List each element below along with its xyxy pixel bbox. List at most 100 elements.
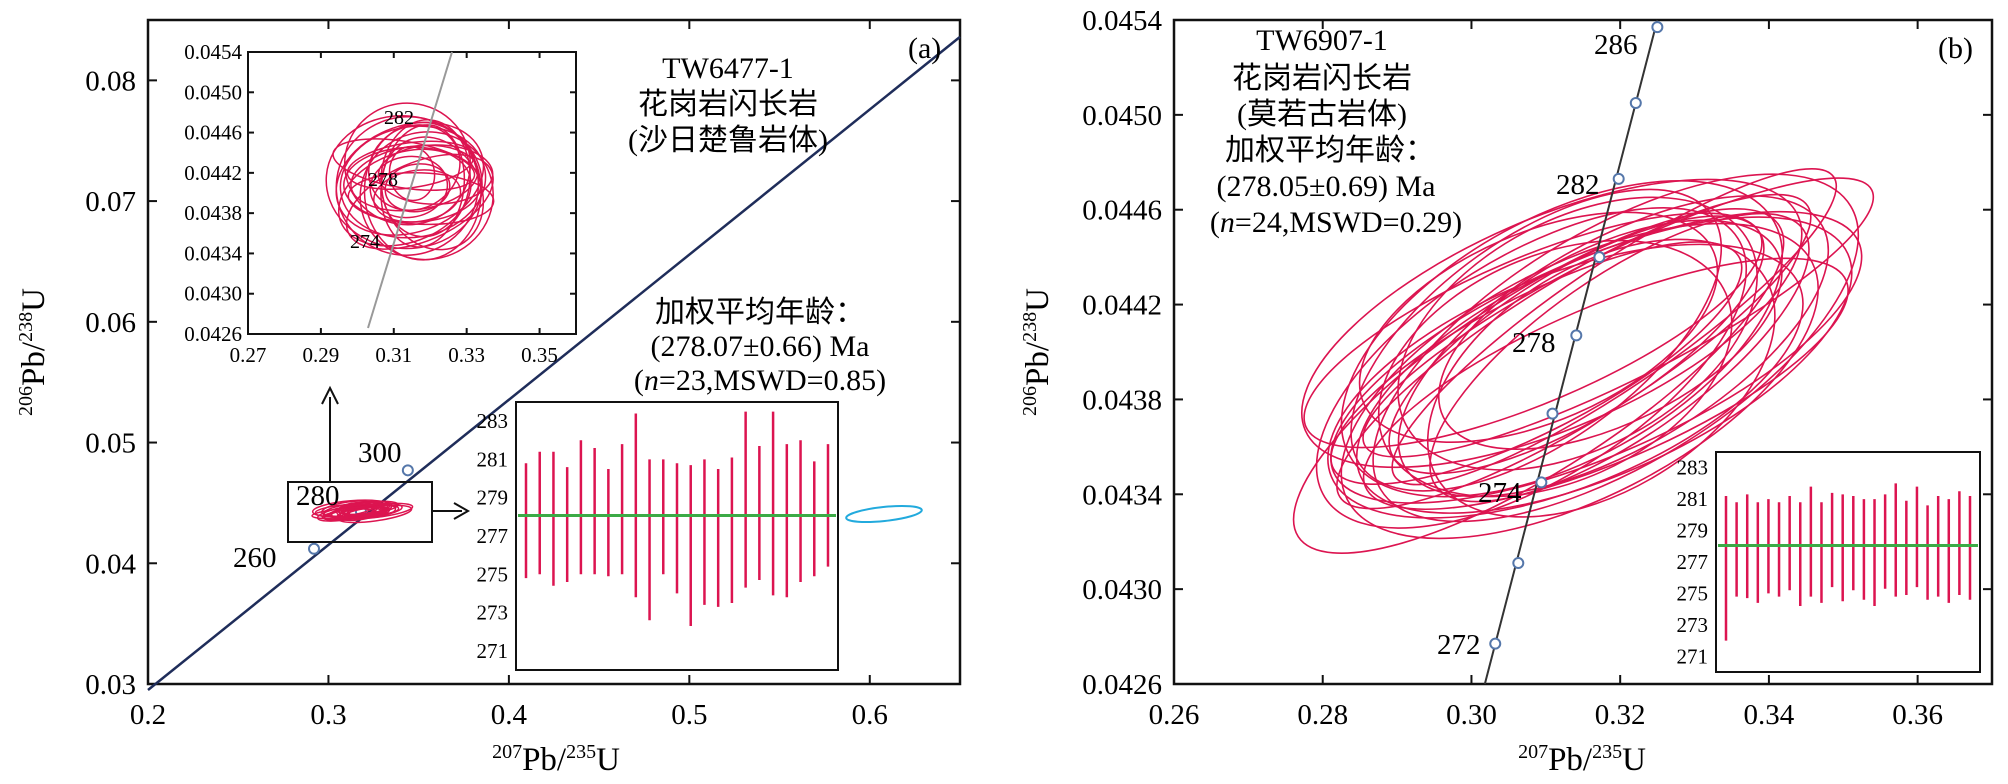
y-tick-label: 0.0430 [184, 282, 242, 306]
y-tick-label: 0.0446 [184, 121, 242, 145]
data-ellipse [1336, 193, 1812, 510]
panel-b-ellipses [1292, 167, 1875, 554]
data-ellipse [1355, 216, 1853, 514]
data-ellipse [1330, 241, 1743, 485]
panel-b-label-278: 278 [1512, 327, 1556, 359]
concordia-node [1629, 97, 1642, 109]
data-ellipse [388, 145, 436, 202]
y-tick-label: 0.0442 [184, 161, 242, 185]
x-tick-label: 0.28 [1297, 699, 1348, 731]
panel-a-arrow-right-head [453, 502, 471, 520]
panel-a: 0.2 0.3 0.4 0.5 0.60.030.040.050.060.070.08 … [15, 18, 962, 778]
data-ellipse [1340, 222, 1819, 540]
panel-b-ylabel: 206Pb/238U [1019, 288, 1056, 416]
panel-a-age-stats: (n=23,MSWD=0.85) [634, 364, 886, 397]
data-ellipse [335, 115, 480, 256]
concordia-node [1535, 476, 1548, 489]
y-tick-label: 281 [1677, 487, 1709, 511]
inset-concordia-line [367, 51, 453, 329]
data-ellipse [1300, 178, 1803, 469]
concordia-node [401, 464, 414, 477]
data-ellipse [347, 171, 495, 226]
y-tick-label: 275 [477, 562, 509, 586]
data-ellipse [1391, 167, 1838, 486]
x-tick-label: 0.32 [1595, 699, 1646, 731]
data-ellipse [1340, 180, 1784, 498]
x-tick-label: 0.30 [1446, 699, 1497, 731]
concordia-node [1512, 557, 1525, 570]
panel-a-tag: (a) [908, 32, 941, 65]
panel-b-inset-ages: 271 273 275 277 279 281 283 [1677, 451, 1981, 673]
concordia-node [1570, 329, 1583, 342]
panel-b-concordia-line [1483, 19, 1659, 685]
panel-a-pluton: (沙日楚鲁岩体) [628, 124, 828, 157]
concordia-node [1489, 637, 1502, 650]
y-tick-label: 271 [1677, 644, 1709, 668]
y-tick-label: 0.05 [85, 428, 136, 460]
x-tick-label: 0.3 [310, 699, 346, 731]
data-ellipse [369, 155, 449, 219]
y-tick-label: 0.04 [85, 548, 136, 580]
inset-label-278: 278 [368, 169, 398, 191]
data-ellipse [1377, 239, 1733, 498]
y-tick-label: 0.0446 [1082, 195, 1162, 227]
panel-b-label-274: 274 [1478, 477, 1522, 509]
inset-ages-bars [524, 411, 830, 626]
inset-ages-frame [1715, 451, 1981, 673]
data-ellipse [1437, 219, 1783, 450]
y-tick-label: 0.03 [85, 669, 136, 701]
y-tick-label: 279 [477, 486, 509, 510]
data-ellipse [1426, 238, 1776, 518]
y-tick-label: 0.0434 [184, 241, 242, 265]
panel-a-rock: 花岗岩闪长岩 [638, 88, 818, 121]
data-ellipse [380, 124, 466, 248]
y-tick-label: 275 [1677, 581, 1709, 605]
panel-a-label-300: 300 [358, 437, 402, 469]
panel-a-ylabel: 206Pb/238U [15, 288, 52, 416]
x-tick-label: 0.34 [1744, 699, 1795, 731]
panel-b-concordia-nodes [1489, 21, 1664, 650]
concordia-node [1651, 21, 1664, 34]
y-tick-label: 0.0438 [1082, 384, 1162, 416]
data-ellipse [1350, 188, 1723, 492]
y-tick-label: 273 [1677, 613, 1709, 637]
y-tick-label: 0.0426 [1082, 669, 1162, 701]
x-tick-label: 0.31 [375, 343, 412, 367]
y-tick-label: 0.07 [85, 186, 136, 218]
y-tick-label: 0.0454 [1082, 5, 1162, 37]
panel-b-rock: 花岗岩闪长岩 [1232, 62, 1412, 95]
panel-b-age-value: (278.05±0.69) Ma [1217, 170, 1436, 203]
inset-label-274: 274 [350, 231, 380, 253]
x-tick-label: 0.35 [521, 343, 558, 367]
data-ellipse [316, 503, 385, 522]
panel-b-ticks [1173, 19, 1992, 685]
panel-b-xlabel: 207Pb/235U [1518, 741, 1646, 778]
y-tick-label: 0.08 [85, 65, 136, 97]
y-tick-label: 271 [477, 639, 509, 663]
x-tick-label: 0.36 [1892, 699, 1943, 731]
concordia-node [308, 542, 321, 555]
panel-b-label-272: 272 [1437, 629, 1481, 661]
y-tick-label: 281 [477, 447, 509, 471]
y-tick-label: 0.0430 [1082, 574, 1162, 606]
inset-ages-bars [1724, 483, 1972, 641]
data-ellipse [1372, 173, 1860, 523]
data-ellipse [1303, 212, 1763, 449]
inset-concordia-tick-labels: 0.27 0.29 0.31 0.33 0.35 0.0426 0.0430 0.0434 0.… [184, 40, 558, 367]
panel-a-xlabel: 207Pb/235U [492, 741, 620, 778]
y-tick-label: 277 [477, 524, 509, 548]
inset-concordia-ellipses [325, 102, 495, 261]
y-tick-label: 0.06 [85, 307, 136, 339]
x-tick-label: 0.5 [671, 699, 707, 731]
panel-b-tick-labels: 0.26 0.28 0.30 0.32 0.34 0.36 0.0426 0.0430 0.04… [1082, 5, 1943, 731]
y-tick-label: 0.0454 [184, 40, 242, 64]
concordia-node [1546, 407, 1559, 420]
panel-b-age-stats: (n=24,MSWD=0.29) [1210, 206, 1462, 239]
panel-a-tick-labels: 0.2 0.3 0.4 0.5 0.6 0.03 0.04 0.05 0.06 0.07 0.08 [85, 65, 888, 731]
x-tick-label: 0.27 [230, 343, 267, 367]
concordia-node [1612, 172, 1625, 185]
inset-concordia-frame [247, 51, 577, 335]
y-tick-label: 0.0450 [1082, 100, 1162, 132]
panel-b: 0.26 0.28 0.30 0.32 0.34 0.36 0.0426 0.0430 0.04… [1019, 5, 1994, 778]
x-tick-label: 0.26 [1149, 699, 1200, 731]
